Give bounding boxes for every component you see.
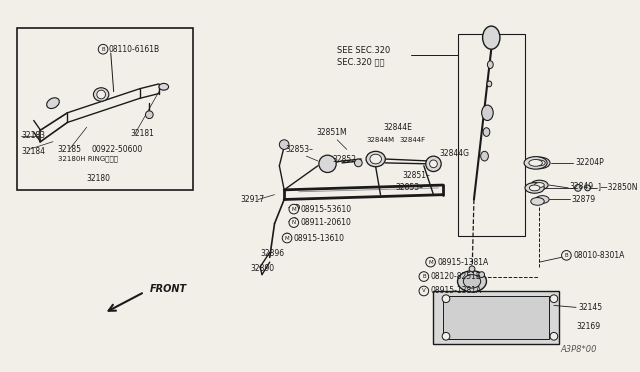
Text: B: B bbox=[101, 47, 105, 52]
Text: B: B bbox=[564, 253, 568, 258]
Text: 08915-1381A: 08915-1381A bbox=[431, 286, 482, 295]
Text: 00922-50600: 00922-50600 bbox=[92, 145, 143, 154]
Bar bbox=[458, 34, 525, 236]
Circle shape bbox=[284, 233, 290, 239]
Ellipse shape bbox=[93, 88, 109, 101]
Text: M: M bbox=[428, 260, 433, 264]
Text: FRONT: FRONT bbox=[149, 284, 186, 294]
Text: 08915-1381A: 08915-1381A bbox=[437, 257, 488, 267]
Circle shape bbox=[550, 333, 557, 340]
Text: 32853–: 32853– bbox=[285, 145, 313, 154]
Ellipse shape bbox=[536, 196, 549, 203]
Circle shape bbox=[145, 111, 153, 119]
Text: 32851–: 32851– bbox=[403, 171, 431, 180]
Circle shape bbox=[419, 272, 429, 281]
Text: V: V bbox=[422, 289, 426, 294]
Text: 08110-6161B: 08110-6161B bbox=[109, 45, 160, 54]
Text: 32851M: 32851M bbox=[316, 128, 347, 137]
Text: 32844F: 32844F bbox=[400, 137, 426, 143]
Ellipse shape bbox=[481, 151, 488, 161]
Circle shape bbox=[282, 233, 292, 243]
Ellipse shape bbox=[483, 26, 500, 49]
Text: 32849: 32849 bbox=[570, 182, 593, 192]
Circle shape bbox=[426, 257, 435, 267]
Ellipse shape bbox=[458, 271, 486, 292]
Ellipse shape bbox=[525, 183, 544, 193]
Text: 08010-8301A: 08010-8301A bbox=[573, 251, 625, 260]
Text: 32896: 32896 bbox=[260, 249, 284, 258]
Ellipse shape bbox=[529, 160, 542, 166]
Text: 08120-8251E: 08120-8251E bbox=[431, 272, 481, 281]
Circle shape bbox=[469, 266, 475, 272]
Circle shape bbox=[99, 44, 108, 54]
Text: 32183: 32183 bbox=[21, 131, 45, 140]
Circle shape bbox=[429, 160, 437, 168]
Text: 32844M: 32844M bbox=[366, 137, 394, 143]
Circle shape bbox=[426, 156, 441, 171]
Text: 32180: 32180 bbox=[86, 174, 111, 183]
Ellipse shape bbox=[366, 151, 385, 167]
Circle shape bbox=[561, 250, 572, 260]
Text: 32853–: 32853– bbox=[395, 183, 423, 192]
Text: 32852: 32852 bbox=[332, 154, 356, 164]
Text: 32184: 32184 bbox=[21, 147, 45, 156]
Text: 32879: 32879 bbox=[572, 195, 595, 204]
Circle shape bbox=[294, 204, 300, 210]
Circle shape bbox=[575, 185, 581, 191]
Text: SEE SEC.320: SEE SEC.320 bbox=[337, 46, 390, 55]
Ellipse shape bbox=[529, 157, 550, 169]
Circle shape bbox=[289, 218, 299, 227]
Ellipse shape bbox=[47, 98, 60, 109]
Circle shape bbox=[550, 295, 557, 302]
Text: 32180H RINGリング: 32180H RINGリング bbox=[58, 156, 118, 162]
Ellipse shape bbox=[534, 183, 544, 187]
Text: 32204P: 32204P bbox=[575, 158, 604, 167]
Text: 32185: 32185 bbox=[58, 145, 82, 154]
Text: N: N bbox=[292, 220, 296, 225]
Text: 32181: 32181 bbox=[130, 129, 154, 138]
Circle shape bbox=[289, 204, 299, 214]
Text: 32844E: 32844E bbox=[383, 123, 412, 132]
Text: A3P8*00: A3P8*00 bbox=[561, 344, 597, 354]
Text: SEC.320 参照: SEC.320 参照 bbox=[337, 57, 385, 66]
Circle shape bbox=[319, 155, 336, 173]
Text: 32890: 32890 bbox=[250, 264, 275, 273]
Ellipse shape bbox=[463, 275, 481, 288]
Text: 32844G: 32844G bbox=[439, 149, 469, 158]
Ellipse shape bbox=[524, 157, 547, 169]
Ellipse shape bbox=[159, 83, 168, 90]
Text: 32169: 32169 bbox=[576, 322, 600, 331]
Text: ]—32850N: ]—32850N bbox=[597, 182, 637, 192]
Bar bbox=[433, 291, 559, 344]
Circle shape bbox=[442, 333, 450, 340]
Ellipse shape bbox=[529, 185, 540, 191]
Text: 32145: 32145 bbox=[578, 303, 602, 312]
Ellipse shape bbox=[488, 61, 493, 68]
Text: 08911-20610: 08911-20610 bbox=[301, 218, 351, 227]
Bar bbox=[17, 28, 193, 190]
Circle shape bbox=[355, 159, 362, 167]
Circle shape bbox=[419, 286, 429, 296]
Text: 08915-53610: 08915-53610 bbox=[301, 205, 351, 214]
Text: 32917: 32917 bbox=[241, 195, 265, 204]
Text: 08915-13610: 08915-13610 bbox=[294, 234, 345, 243]
Circle shape bbox=[279, 140, 289, 150]
Text: B: B bbox=[422, 274, 426, 279]
Ellipse shape bbox=[483, 128, 490, 137]
Circle shape bbox=[479, 272, 484, 278]
Ellipse shape bbox=[531, 198, 544, 205]
Ellipse shape bbox=[97, 90, 106, 99]
Ellipse shape bbox=[487, 81, 492, 87]
Ellipse shape bbox=[534, 160, 545, 166]
Ellipse shape bbox=[531, 180, 548, 190]
Text: M: M bbox=[291, 206, 296, 212]
Circle shape bbox=[585, 185, 591, 191]
Bar bbox=[443, 296, 549, 339]
Ellipse shape bbox=[370, 154, 381, 164]
Text: M: M bbox=[285, 235, 289, 241]
Ellipse shape bbox=[482, 105, 493, 121]
Circle shape bbox=[442, 295, 450, 302]
Circle shape bbox=[292, 218, 298, 224]
